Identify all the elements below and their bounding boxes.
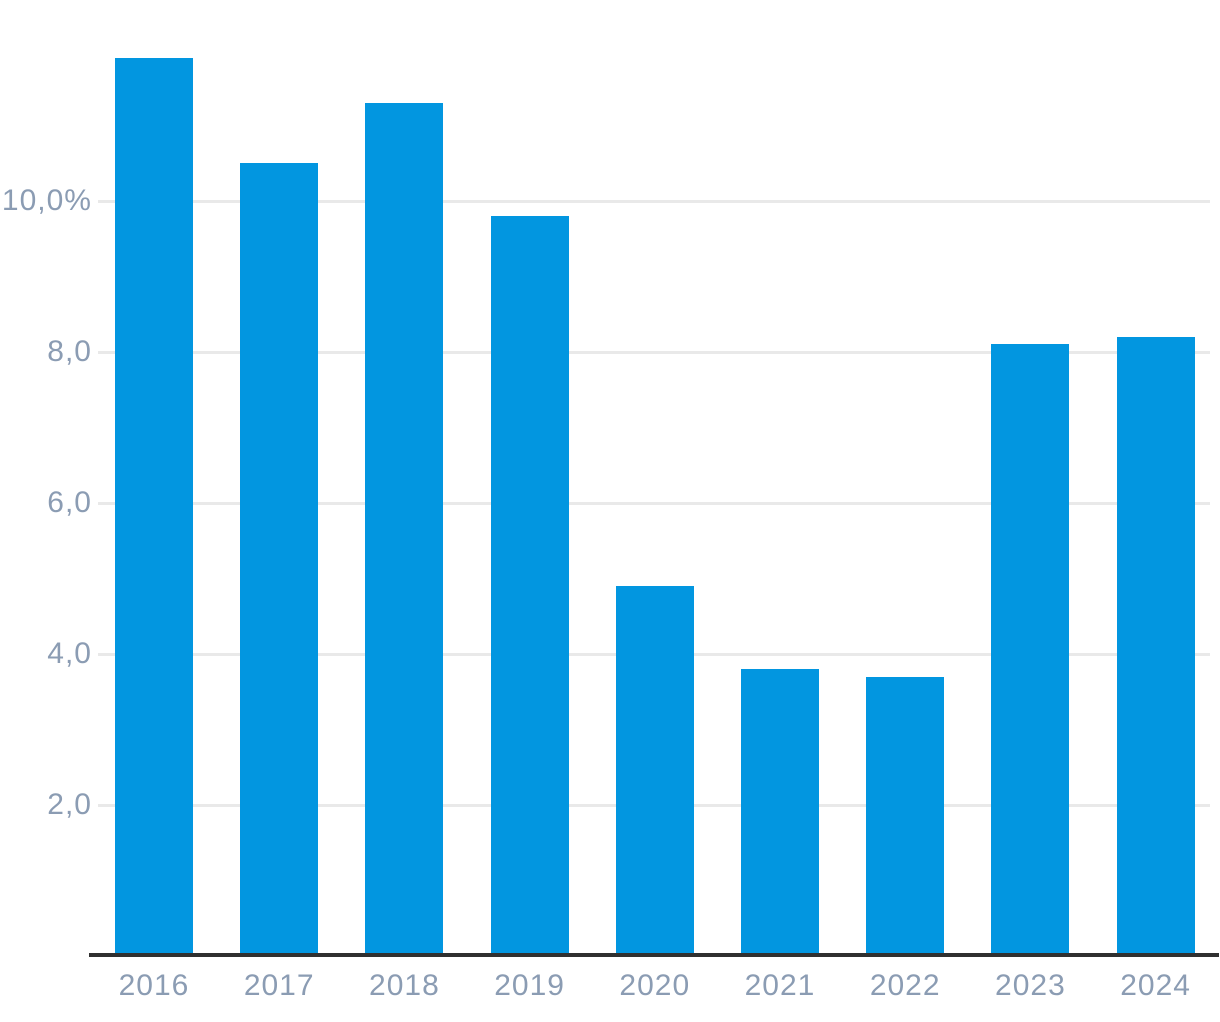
bar-2021 [741,669,819,957]
bar-2022 [866,676,945,957]
x-tick-label-2024: 2024 [1120,969,1191,1002]
x-tick-label-2020: 2020 [619,969,691,1002]
gridline-10 [98,199,1210,203]
x-tick-label-2018: 2018 [369,969,440,1002]
bar-2016 [115,57,193,957]
bar-2018 [365,102,444,957]
x-tick-label-2023: 2023 [995,969,1066,1002]
x-tick-label-2016: 2016 [118,969,190,1002]
bar-2023 [991,344,1070,957]
bar-2020 [615,586,694,957]
gridline-6 [98,501,1210,505]
bar-2019 [490,216,569,957]
y-tick-label-8: 8,0 [47,335,92,368]
x-tick-label-2017: 2017 [243,969,315,1002]
x-tick-label-2021: 2021 [744,969,816,1002]
y-tick-label-2: 2,0 [47,788,92,821]
x-axis-line [89,953,1219,957]
x-tick-label-2019: 2019 [494,969,565,1002]
y-tick-label-6: 6,0 [47,486,92,519]
y-tick-label-10: 10,0% [1,184,92,217]
bar-2024 [1116,336,1195,957]
gridline-8 [98,350,1210,354]
x-tick-label-2022: 2022 [869,969,941,1002]
y-tick-label-4: 4,0 [47,637,92,670]
bar-2017 [240,163,319,957]
